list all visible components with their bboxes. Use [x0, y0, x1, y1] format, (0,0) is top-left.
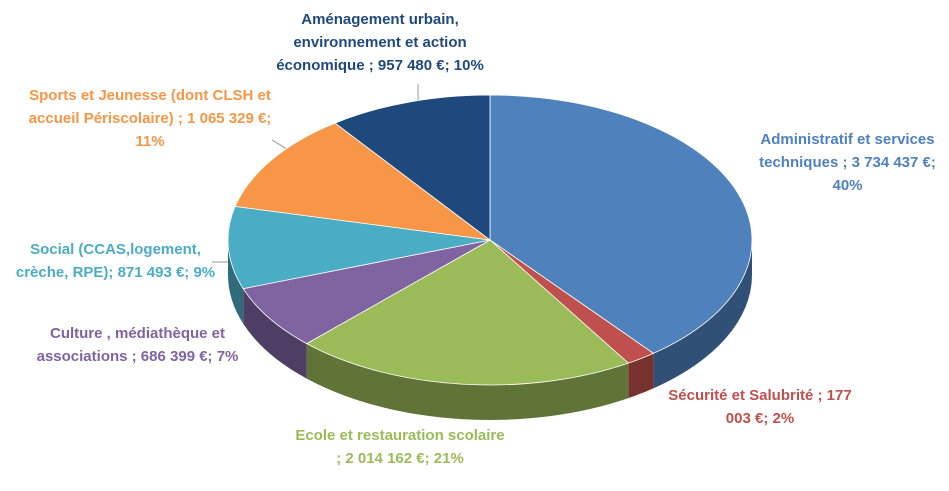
pie-slice: [242, 239, 491, 345]
data-label: Sécurité et Salubrité ; 177 003 €; 2%: [668, 387, 852, 427]
data-label: Culture , médiathèque et associations ; …: [36, 325, 239, 365]
pie-slice: [489, 94, 753, 354]
data-label: Ecole et restauration scolaire ; 2 014 1…: [295, 427, 505, 467]
pie-slice: [334, 94, 491, 241]
pie-slice: [305, 239, 630, 386]
data-label: Sports et Jeunesse (dont CLSH et accueil…: [28, 87, 272, 150]
pie-slice-side: [243, 288, 307, 379]
pie-slice-side: [306, 343, 629, 421]
data-label: Aménagement urbain, environnement et act…: [276, 11, 484, 74]
pie-slice-side: [628, 353, 654, 399]
pie: [227, 94, 753, 421]
pie-slice: [227, 205, 491, 290]
pie-slice: [234, 122, 492, 241]
pie-slice-side: [653, 240, 752, 389]
pie-slice-side: [228, 240, 244, 324]
data-label: Social (CCAS,logement, crèche, RPE); 871…: [15, 241, 216, 281]
data-label: Administratif et services techniques ; 3…: [759, 131, 936, 194]
